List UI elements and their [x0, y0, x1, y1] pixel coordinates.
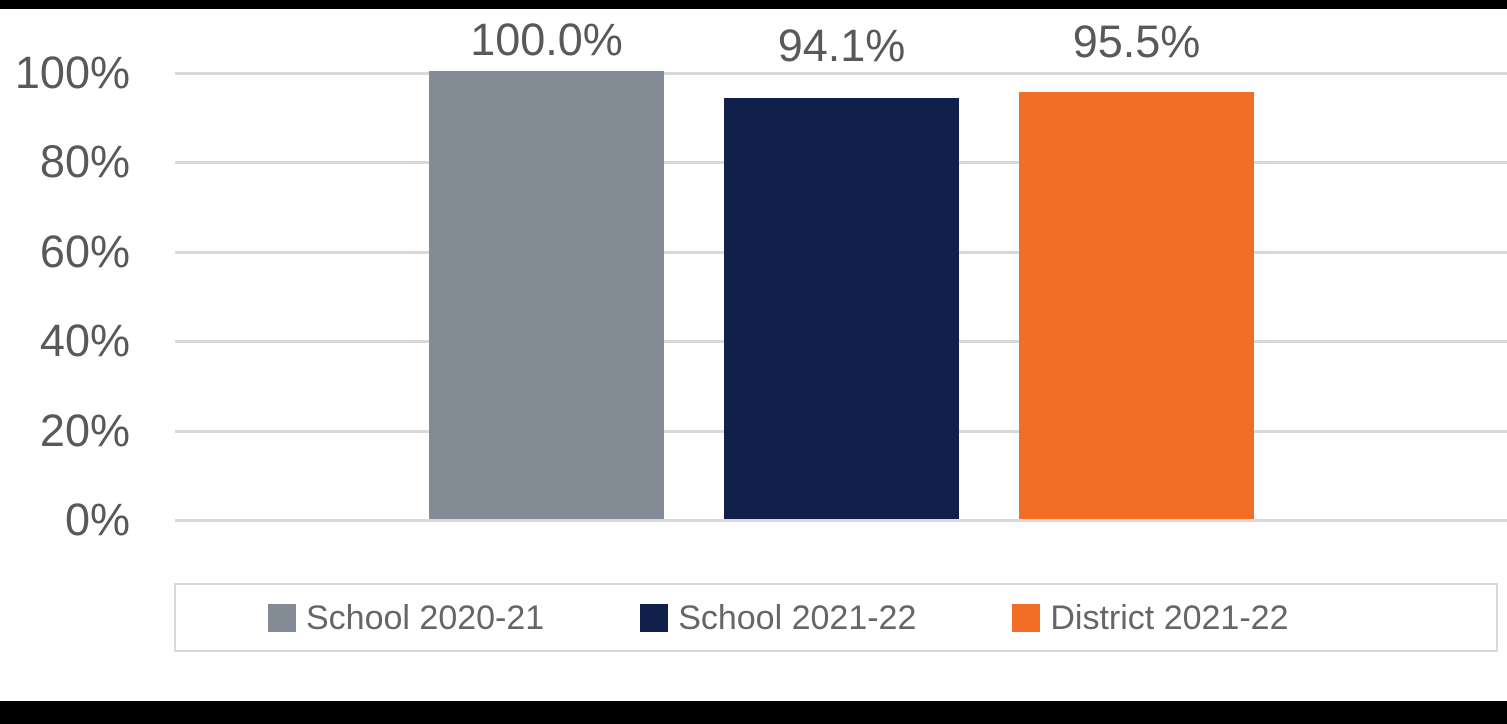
legend-label: School 2021-22 [678, 598, 917, 637]
y-axis-tick-label: 100% [14, 47, 130, 98]
gridline-100% [175, 72, 1507, 75]
data-label: 95.5% [1072, 16, 1201, 67]
y-axis-tick-label: 20% [39, 405, 130, 456]
legend-swatch-icon [640, 603, 669, 632]
legend-swatch-icon [1012, 603, 1041, 632]
bar-district-2021-22 [1019, 92, 1254, 519]
bar-school-2020-21 [429, 71, 664, 519]
chart-legend: School 2020-21 School 2021-22 District 202… [174, 583, 1498, 652]
data-label: 100.0% [470, 14, 623, 65]
y-axis-tick-label: 60% [39, 226, 130, 277]
y-axis-tick-label: 0% [64, 494, 130, 545]
bar-school-2021-22 [724, 98, 959, 519]
legend-item: District 2021-22 [1012, 601, 1288, 635]
legend-item: School 2020-21 [268, 601, 544, 635]
legend-label: School 2020-21 [306, 598, 545, 637]
gridline-0% [175, 519, 1507, 522]
bottom-black-strip [0, 701, 1507, 724]
top-black-strip [0, 0, 1507, 9]
legend-item: School 2021-22 [640, 601, 916, 635]
y-axis-tick-label: 40% [39, 315, 130, 366]
data-label: 94.1% [777, 20, 906, 71]
legend-label: District 2021-22 [1050, 598, 1289, 637]
legend-swatch-icon [268, 603, 296, 632]
y-axis-tick-label: 80% [39, 136, 130, 187]
